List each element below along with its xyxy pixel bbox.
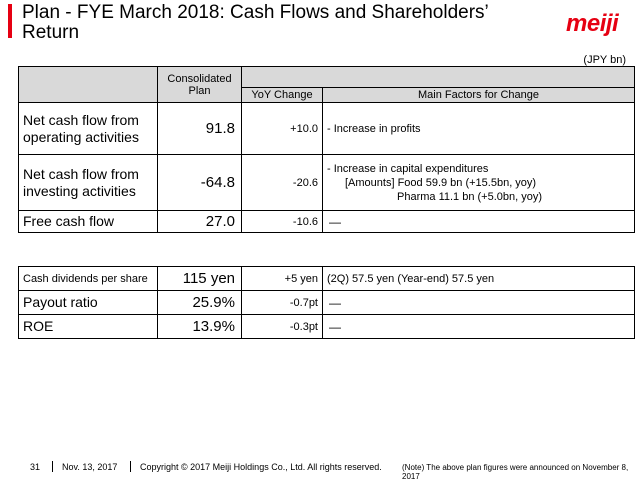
yoy-value: -0.3pt: [241, 314, 323, 339]
yoy-value: -0.7pt: [241, 290, 323, 315]
factor-text: —: [322, 314, 635, 339]
yoy-value: -10.6: [241, 210, 323, 233]
page-number: 31: [30, 462, 41, 472]
table-row: Cash dividends per share 115 yen +5 yen …: [18, 266, 635, 291]
row-label: Net cash flow from investing activities: [18, 154, 158, 211]
factor-text: - Increase in profits: [322, 102, 635, 155]
factor-line: [Amounts] Food 59.9 bn (+15.5bn, yoy): [345, 176, 537, 189]
unit-label: (JPY bn): [583, 54, 626, 66]
factor-text: —: [322, 290, 635, 315]
footer-note: (Note) The above plan figures were annou…: [402, 463, 629, 481]
table-row: ROE 13.9% -0.3pt —: [18, 314, 635, 339]
table-row: Payout ratio 25.9% -0.7pt —: [18, 290, 635, 315]
header-blank: [18, 66, 158, 103]
shareholder-return-table: Cash dividends per share 115 yen +5 yen …: [18, 266, 635, 339]
header-plan: Consolidated Plan: [157, 66, 242, 103]
plan-value: 91.8: [157, 102, 242, 155]
row-label: ROE: [18, 314, 158, 339]
factor-text: —: [322, 210, 635, 233]
plan-value: 27.0: [157, 210, 242, 233]
title-accent-bar: [8, 4, 12, 38]
factor-line: Pharma 11.1 bn (+5.0bn, yoy): [397, 190, 543, 203]
footer-divider: [130, 461, 131, 472]
footer-date: Nov. 13, 2017: [62, 462, 118, 472]
page-title: Plan - FYE March 2018: Cash Flows and Sh…: [22, 2, 489, 43]
yoy-value: -20.6: [241, 154, 323, 211]
row-label: Net cash flow from operating activities: [18, 102, 158, 155]
header-yoy: YoY Change: [241, 87, 323, 103]
table-row: Net cash flow from investing activities …: [18, 154, 635, 211]
header-top-blank: [241, 66, 635, 88]
row-label: Free cash flow: [18, 210, 158, 233]
plan-value: -64.8: [157, 154, 242, 211]
row-label: Cash dividends per share: [18, 266, 158, 291]
factor-line: - Increase in capital expenditures: [327, 162, 489, 175]
header-factors: Main Factors for Change: [322, 87, 635, 103]
plan-value: 13.9%: [157, 314, 242, 339]
factor-text: (2Q) 57.5 yen (Year-end) 57.5 yen: [322, 266, 635, 291]
table-row: Free cash flow 27.0 -10.6 —: [18, 210, 635, 233]
yoy-value: +5 yen: [241, 266, 323, 291]
yoy-value: +10.0: [241, 102, 323, 155]
meiji-logo: meiji: [566, 10, 619, 37]
plan-value: 115 yen: [157, 266, 242, 291]
factor-cell: - Increase in capital expenditures [Amou…: [322, 154, 635, 211]
cash-flow-table: Consolidated Plan YoY Change Main Factor…: [18, 66, 635, 233]
footer-copyright: Copyright © 2017 Meiji Holdings Co., Ltd…: [140, 462, 382, 472]
plan-value: 25.9%: [157, 290, 242, 315]
row-label: Payout ratio: [18, 290, 158, 315]
footer-divider: [52, 461, 53, 472]
table-row: Net cash flow from operating activities …: [18, 102, 635, 155]
